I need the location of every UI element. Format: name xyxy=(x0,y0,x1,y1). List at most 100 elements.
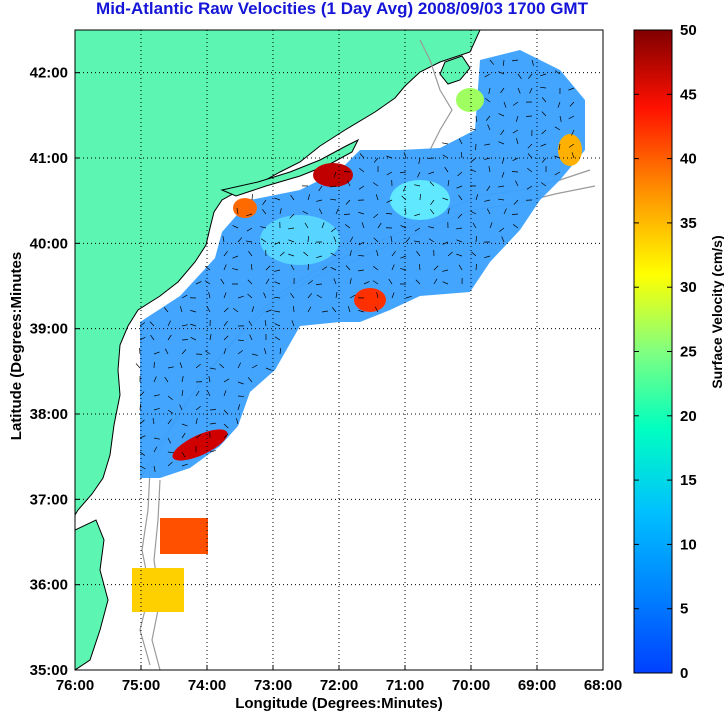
velocity-arrow xyxy=(237,237,243,243)
colorbar-ticks: 0 5 10 15 20 25 30 35 40 45 50 xyxy=(634,22,697,682)
velocity-arrow xyxy=(181,463,188,467)
velocity-arrow xyxy=(526,185,533,190)
velocity-arrow xyxy=(498,113,505,117)
velocity-arrow xyxy=(274,269,281,272)
velocity-arrow xyxy=(361,222,365,229)
velocity-arrow xyxy=(251,353,258,356)
velocity-arrow xyxy=(403,152,407,159)
velocity-arrow xyxy=(502,59,505,66)
x-ticks: 76:00 75:00 74:00 73:00 72:00 71:00 70:00 69:00… xyxy=(56,665,622,694)
velocity-arrow xyxy=(475,115,478,123)
velocity-arrow xyxy=(418,157,421,164)
velocity-arrow xyxy=(512,129,519,134)
velocity-arrow xyxy=(307,194,311,201)
colorbar-tick-label: 10 xyxy=(680,536,697,553)
velocity-arrow xyxy=(195,390,200,397)
velocity-arrow xyxy=(498,185,505,188)
velocity-arrow xyxy=(219,363,225,369)
velocity-arrow xyxy=(264,320,267,327)
velocity-arrow xyxy=(416,251,421,257)
velocity-arrow xyxy=(470,128,477,131)
velocity-arrow xyxy=(347,180,351,187)
velocity-arrow xyxy=(209,450,216,453)
velocity-arrow xyxy=(442,154,449,159)
velocity-arrow xyxy=(433,278,438,285)
velocity-arrow xyxy=(279,348,282,355)
velocity-arrow xyxy=(249,334,253,341)
land-mainland xyxy=(75,30,481,516)
velocity-arrow xyxy=(237,404,241,411)
velocity-arrow xyxy=(208,292,211,299)
velocity-arrow xyxy=(487,124,491,131)
velocity-arrow xyxy=(540,143,547,147)
velocity-arrow xyxy=(316,255,323,259)
velocity-arrow xyxy=(373,157,379,163)
velocity-arrow xyxy=(499,227,505,232)
velocity-arrow xyxy=(293,305,295,313)
velocity-arrow xyxy=(458,194,463,201)
velocity-arrow xyxy=(345,199,351,205)
velocity-arrow xyxy=(571,129,575,136)
velocity-arrow xyxy=(139,451,146,456)
colorbar-tick-label: 15 xyxy=(680,472,697,489)
velocity-arrow xyxy=(163,307,169,313)
velocity-arrow xyxy=(444,166,449,173)
velocity-arrow xyxy=(415,279,421,285)
velocity-arrow xyxy=(391,292,395,299)
velocity-arrow xyxy=(456,253,463,257)
velocity-arrow xyxy=(428,171,435,175)
velocity-arrow xyxy=(404,208,407,215)
velocity-arrow xyxy=(417,171,421,178)
velocity-arrow xyxy=(321,222,325,229)
velocity-arrow xyxy=(265,309,272,313)
velocity-arrow xyxy=(232,268,239,271)
velocity-arrow xyxy=(167,366,174,369)
velocity-arrow xyxy=(236,208,239,215)
velocity-arrow xyxy=(540,86,547,89)
velocity-arrow xyxy=(248,320,253,327)
velocity-arrow xyxy=(358,310,365,313)
velocity-arrow xyxy=(419,193,421,201)
velocity-arrow xyxy=(204,280,211,285)
velocity-arrow xyxy=(447,251,453,257)
velocity-arrow xyxy=(347,306,351,313)
velocity-arrow xyxy=(500,87,505,94)
velocity-arrow xyxy=(540,73,547,77)
velocity-arrow xyxy=(512,59,519,62)
velocity-arrow xyxy=(153,465,156,472)
velocity-arrow xyxy=(358,211,365,215)
velocity-arrow xyxy=(377,222,382,229)
velocity-arrow xyxy=(181,451,186,458)
velocity-arrow xyxy=(484,199,491,202)
velocity-arrow xyxy=(516,138,519,145)
velocity-arrow xyxy=(236,418,239,425)
velocity-arrow xyxy=(500,129,505,136)
map-title: Mid-Atlantic Raw Velocities (1 Day Avg) … xyxy=(96,0,588,18)
velocity-arrow xyxy=(274,336,281,341)
velocity-arrow xyxy=(430,199,435,206)
velocity-arrow xyxy=(400,255,407,259)
colorbar-tick-label: 25 xyxy=(680,344,697,361)
colorbar-tick-label: 50 xyxy=(680,22,697,39)
velocity-arrow xyxy=(288,253,295,257)
velocity-arrow xyxy=(303,251,309,257)
velocity-arrow xyxy=(429,181,435,187)
velocity-arrow xyxy=(541,97,547,103)
velocity-arrow xyxy=(204,350,211,355)
velocity-arrow xyxy=(330,252,337,257)
velocity-arrow xyxy=(554,126,561,131)
velocity-arrow xyxy=(414,227,421,232)
velocity-arrow xyxy=(167,418,172,425)
velocity-arrow xyxy=(181,390,184,397)
velocity-arrow xyxy=(333,236,337,243)
velocity-arrow xyxy=(153,351,160,355)
velocity-arrow xyxy=(260,238,267,243)
velocity-arrow xyxy=(330,185,337,188)
velocity-arrow xyxy=(501,157,505,164)
x-tick-label: 74:00 xyxy=(188,677,226,694)
velocity-arrow xyxy=(485,97,491,103)
velocity-arrow xyxy=(307,306,312,313)
velocity-arrow xyxy=(388,278,393,285)
velocity-arrow xyxy=(458,264,463,271)
